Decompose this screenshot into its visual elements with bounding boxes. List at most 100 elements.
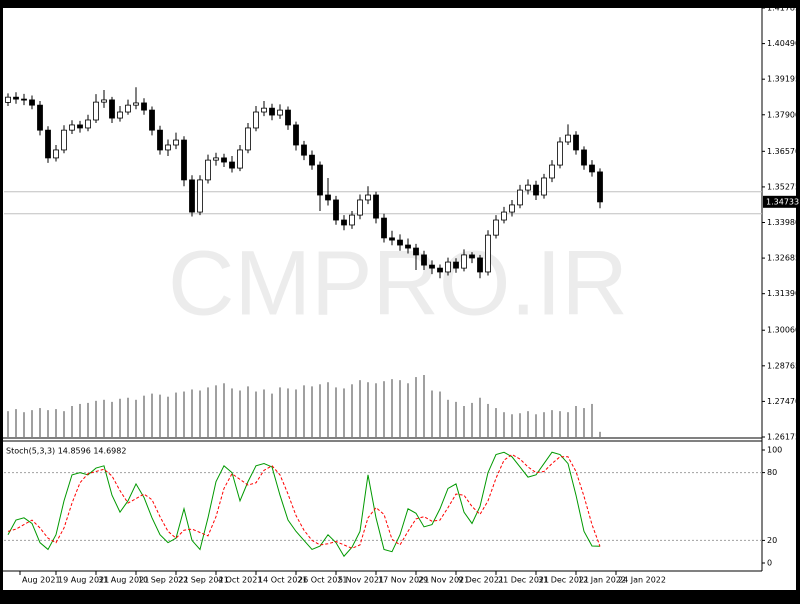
candle-body: [125, 104, 131, 113]
candle-body: [325, 194, 331, 201]
x-tick-label: 24 Jan 2022: [618, 576, 666, 585]
y-tick-label: 1.30060: [767, 326, 800, 335]
x-tick-label: 22 Sep 2021: [178, 576, 229, 585]
x-tick-label: 12 Jan 2022: [578, 576, 626, 585]
x-tick-label: 4 Oct 2021: [218, 576, 262, 585]
candle-body: [493, 219, 499, 236]
y-tick-label: 1.39195: [767, 75, 800, 84]
candle-body: [413, 247, 419, 256]
candle-body: [501, 211, 507, 221]
candle-body: [165, 144, 171, 151]
candle-body: [181, 139, 187, 181]
candle-body: [13, 96, 19, 100]
y-tick-label: 1.36570: [767, 147, 800, 156]
candle-body: [21, 98, 27, 101]
candle-body: [477, 257, 483, 273]
candle-body: [469, 254, 475, 259]
candle-body: [461, 254, 467, 269]
candle-body: [29, 99, 35, 106]
candle-body: [557, 141, 563, 166]
candle-body: [405, 244, 411, 249]
candle-body: [437, 267, 443, 273]
x-tick-label: 19 Aug 2021: [58, 576, 109, 585]
candle-body: [485, 234, 491, 273]
y-tick-label: 100: [767, 446, 782, 455]
x-tick-label: 26 Oct 2021: [298, 576, 347, 585]
candle-body: [69, 124, 75, 131]
candle-body: [597, 171, 603, 203]
y-tick-label: 1.28765: [767, 361, 800, 370]
x-tick-label: 5 Nov 2021: [338, 576, 384, 585]
y-tick-label: 1.31390: [767, 289, 800, 298]
candle-body: [37, 104, 43, 131]
y-tick-label: 80: [767, 468, 777, 477]
candle-body: [301, 144, 307, 156]
candle-body: [253, 111, 259, 129]
current-price-label: 1.34733: [766, 197, 799, 206]
candle-body: [373, 194, 379, 219]
candle-body: [285, 109, 291, 126]
stoch-label: Stoch(5,3,3) 14.8596 14.6982: [6, 447, 126, 456]
x-tick-label: 31 Dec 2021: [538, 576, 589, 585]
y-tick-label: 1.33980: [767, 218, 800, 227]
y-tick-label: 20: [767, 536, 777, 545]
x-tick-label: Aug 2021: [22, 576, 61, 585]
y-tick-label: 1.37900: [767, 110, 800, 119]
stoch-line: [7, 453, 601, 549]
y-tick-label: 1.35275: [767, 182, 800, 191]
y-tick-label: 1.32685: [767, 254, 800, 263]
candle-body: [221, 157, 227, 163]
candle-body: [245, 127, 251, 151]
candle-body: [237, 149, 243, 169]
candle-body: [341, 219, 347, 226]
candle-body: [453, 261, 459, 269]
x-tick-label: 31 Aug 2021: [98, 576, 149, 585]
x-tick-label: 9 Dec 2021: [458, 576, 504, 585]
candle-body: [389, 237, 395, 241]
candle-body: [589, 164, 595, 173]
candle-body: [53, 149, 59, 159]
candle-body: [445, 261, 451, 273]
candle-body: [173, 139, 179, 146]
candle-body: [149, 109, 155, 131]
candle-body: [541, 177, 547, 196]
candle-body: [317, 164, 323, 196]
candle-body: [525, 184, 531, 191]
x-tick-label: 14 Oct 2021: [258, 576, 307, 585]
y-tick-label: 1.27470: [767, 397, 800, 406]
candle-body: [429, 264, 435, 269]
watermark: CMPRO.IR: [168, 232, 628, 334]
candle-body: [197, 179, 203, 213]
candle-body: [573, 134, 579, 151]
candle-body: [229, 161, 235, 169]
candle-body: [517, 189, 523, 206]
candle-body: [509, 204, 515, 213]
candle-body: [189, 179, 195, 213]
candle-body: [101, 99, 107, 103]
stoch-line: [7, 451, 601, 558]
candle-body: [421, 254, 427, 266]
candle-body: [581, 149, 587, 166]
y-tick-label: 0: [767, 559, 772, 568]
x-tick-label: 21 Dec 2021: [498, 576, 549, 585]
candle-body: [117, 111, 123, 119]
candle-body: [85, 119, 91, 129]
candle-body: [269, 107, 275, 116]
candle-body: [357, 199, 363, 216]
candle-body: [293, 124, 299, 146]
x-tick-label: 29 Nov 2021: [418, 576, 469, 585]
x-tick-label: 10 Sep 2021: [138, 576, 189, 585]
candle-body: [533, 184, 539, 196]
candle-body: [549, 164, 555, 179]
candle-body: [381, 217, 387, 239]
candle-body: [61, 129, 67, 151]
candle-body: [133, 102, 139, 106]
current-price-box: [763, 195, 797, 208]
candle-body: [141, 102, 147, 111]
candle-body: [93, 101, 99, 121]
candle-body: [349, 214, 355, 226]
candle-body: [397, 239, 403, 246]
candle-body: [157, 129, 163, 151]
